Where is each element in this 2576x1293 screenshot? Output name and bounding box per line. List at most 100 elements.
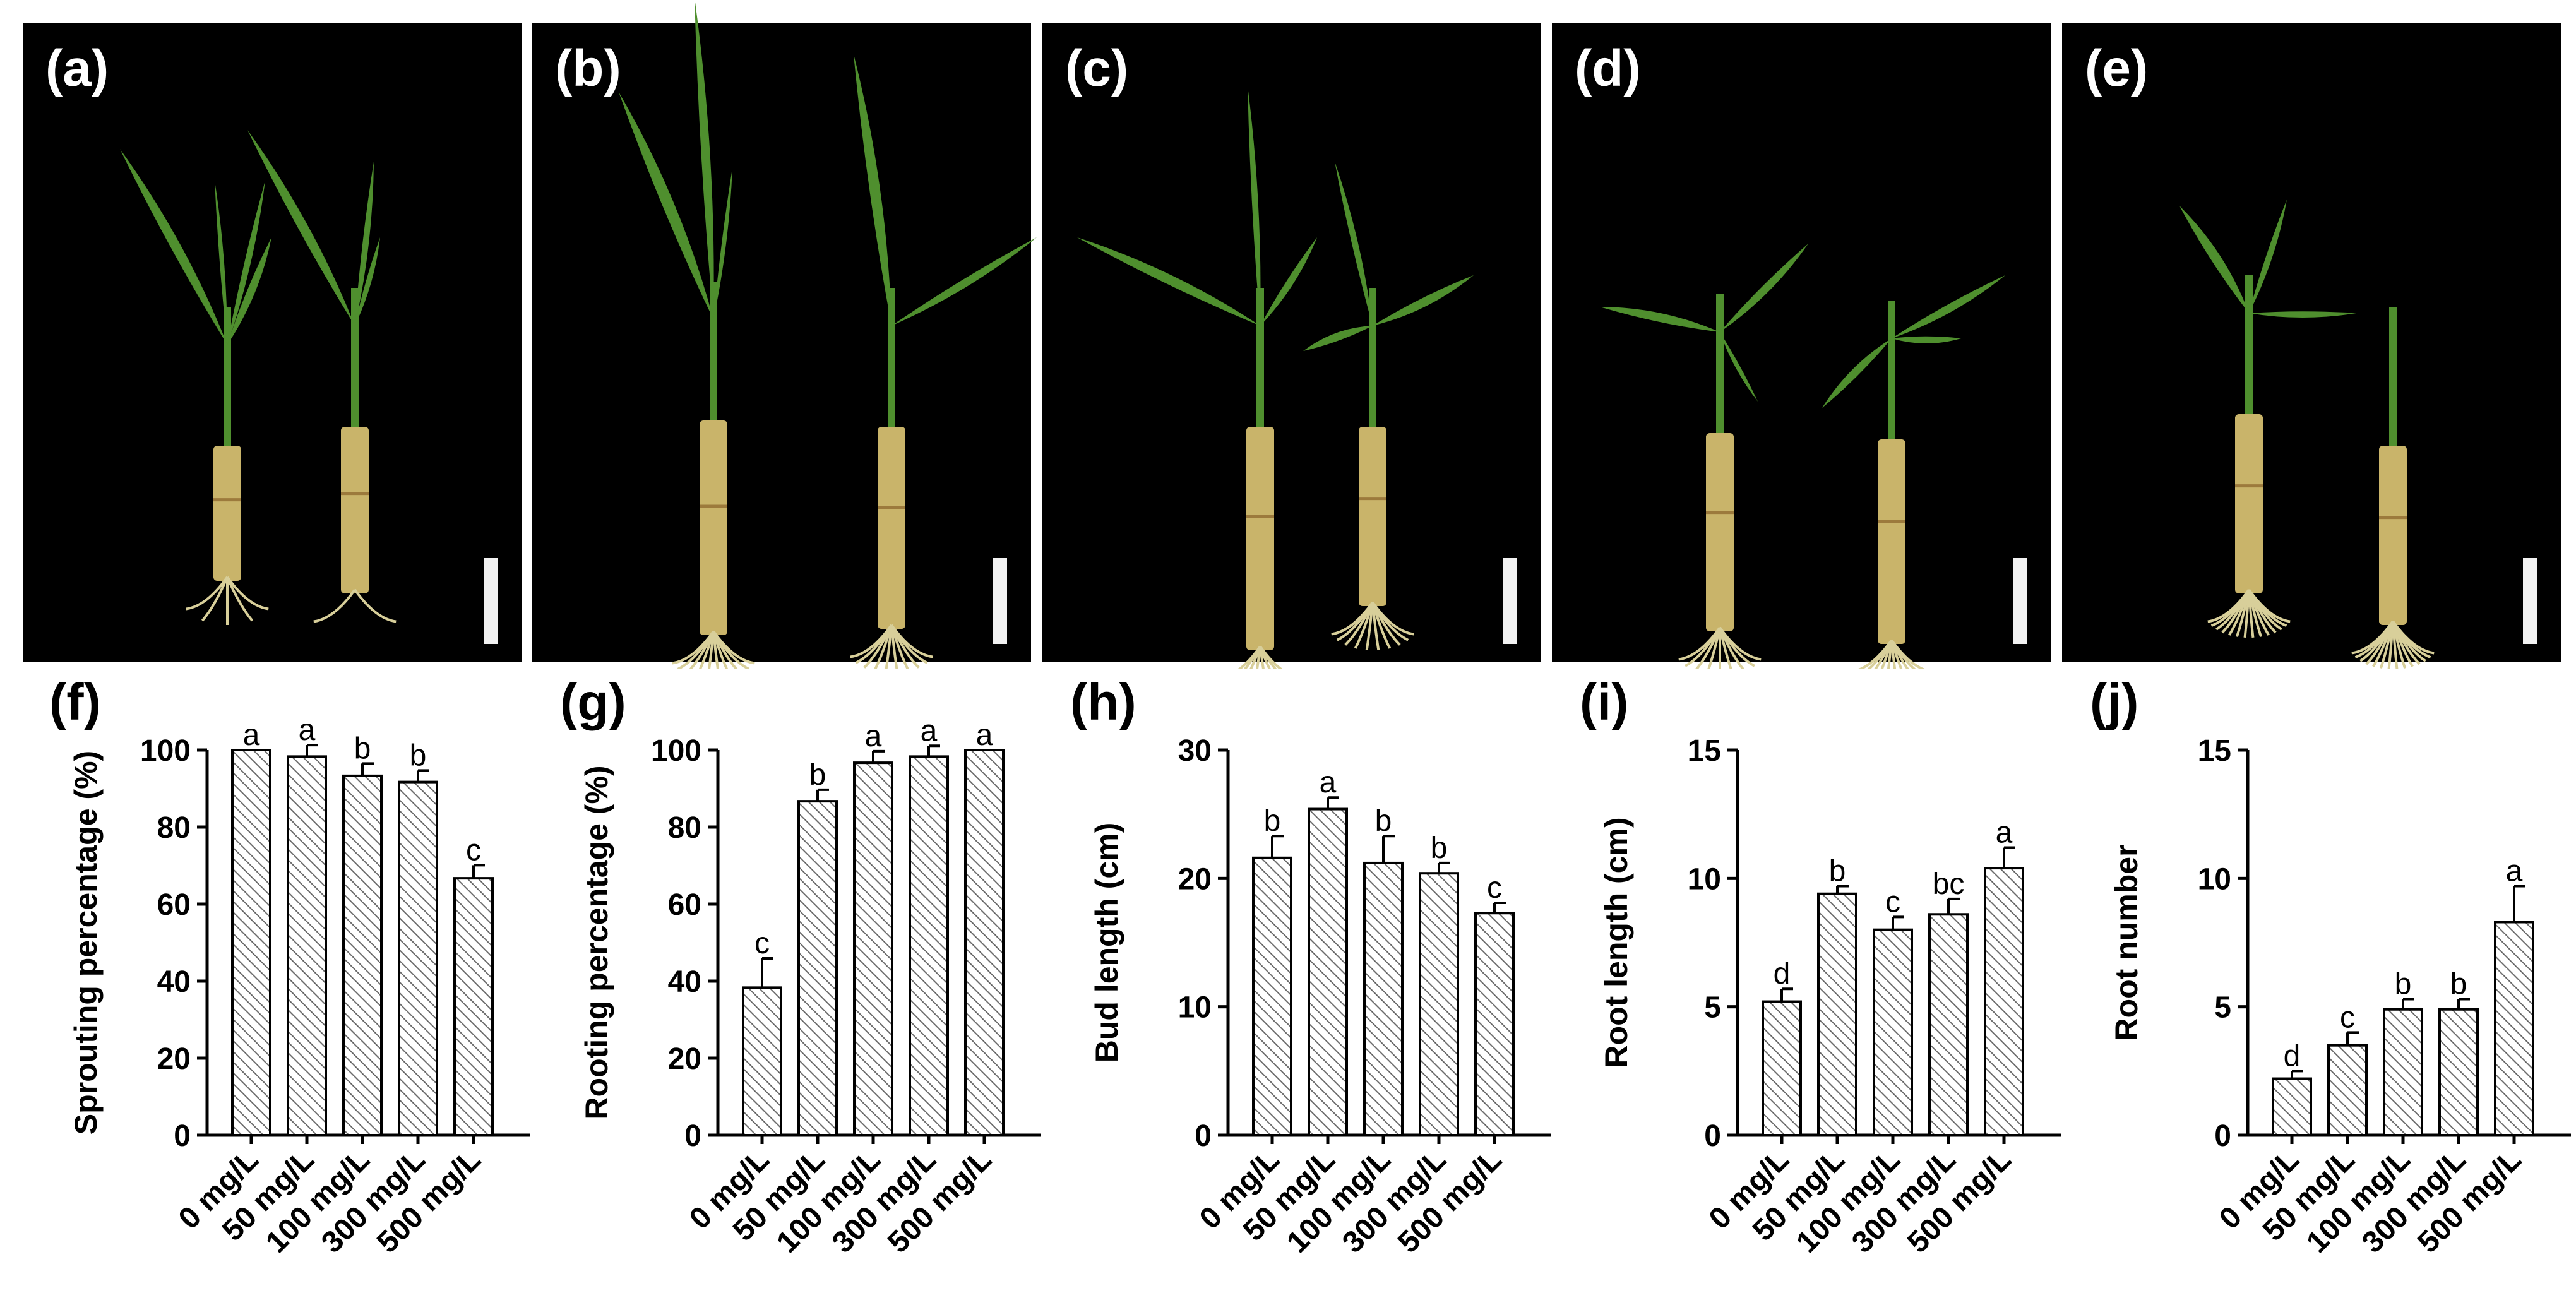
root (1249, 646, 1261, 669)
panel-label: (h) (1070, 674, 1136, 731)
root (226, 576, 269, 611)
scale-bar-icon (993, 558, 1007, 644)
photo-panels: (a) (b) (c) (d) (e) (23, 0, 2561, 669)
bar-2 (342, 774, 383, 1136)
seedling-left (619, 0, 755, 669)
scale-bar-icon (2013, 558, 2027, 644)
y-axis-label: Root number (2109, 844, 2144, 1040)
y-axis-label: Root length (cm) (1599, 817, 1634, 1068)
bar-3 (1928, 913, 1969, 1136)
leaf-1 (1373, 275, 1474, 326)
photo-background (1042, 23, 1541, 662)
significance-letter: b (2395, 967, 2412, 1001)
significance-letter: b (354, 732, 371, 765)
leaf-2 (355, 162, 374, 326)
leaf-1 (1892, 275, 2005, 338)
cane-stalk (213, 446, 241, 581)
y-tick-label: 80 (157, 811, 191, 845)
significance-letter: c (754, 927, 770, 960)
y-tick-label: 20 (668, 1042, 701, 1076)
root (201, 576, 229, 622)
bar-3 (2438, 1008, 2479, 1136)
y-tick-label: 5 (2214, 991, 2231, 1025)
y-axis-label: Sprouting percentage (%) (68, 751, 104, 1135)
significance-letter: b (1829, 855, 1846, 888)
significance-letter: b (1264, 804, 1281, 838)
bar-1 (1817, 892, 1857, 1136)
leaf-0 (619, 92, 713, 319)
photo-panel-c: (c) (1042, 23, 1541, 669)
y-axis-label: Rooting percentage (%) (579, 765, 614, 1119)
significance-letter: a (976, 718, 993, 752)
leaf-0 (1303, 326, 1373, 351)
y-tick-label: 0 (2214, 1119, 2231, 1153)
root (1255, 646, 1261, 669)
significance-letter: d (1774, 957, 1791, 991)
bar-1 (2327, 1044, 2368, 1137)
y-tick-label: 0 (684, 1119, 701, 1153)
y-tick-label: 15 (2198, 734, 2231, 768)
photo-background (2062, 23, 2561, 662)
bar-0 (742, 986, 782, 1136)
leaf-0 (120, 149, 227, 345)
y-tick-label: 60 (668, 888, 701, 922)
significance-letter: d (2284, 1039, 2301, 1073)
panel-label: (b) (555, 40, 621, 97)
panel-label: (g) (560, 674, 626, 731)
root (2392, 620, 2435, 655)
panel-label: (d) (1575, 40, 1641, 97)
seedling-right (1822, 275, 2005, 669)
leaf-0 (247, 130, 355, 326)
significance-letter: a (1996, 816, 2013, 850)
significance-letter: b (1375, 804, 1392, 838)
bar-3 (909, 755, 949, 1136)
leaf-2 (1260, 237, 1317, 326)
seedling-left (2179, 200, 2356, 638)
bar-2 (853, 761, 893, 1136)
y-tick-label: 40 (668, 965, 701, 999)
seedling-right (2351, 307, 2435, 669)
y-tick-label: 60 (157, 888, 191, 922)
seedling-right (1303, 162, 1474, 650)
significance-letter: a (865, 720, 882, 753)
significance-letter: a (2506, 855, 2523, 888)
panel-label: (f) (49, 674, 101, 731)
significance-letter: b (2450, 967, 2467, 1001)
leaf-1 (2249, 200, 2287, 313)
leaf-1 (355, 237, 380, 326)
y-tick-label: 40 (157, 965, 191, 999)
y-tick-label: 10 (1688, 862, 1721, 896)
root (1259, 645, 1284, 669)
y-tick-label: 5 (1704, 991, 1721, 1025)
bar-2 (1363, 861, 1404, 1136)
leaf-0 (1077, 237, 1260, 326)
bar-0 (231, 749, 271, 1136)
root (186, 576, 229, 611)
significance-letter: bc (1933, 867, 1965, 901)
root (1890, 639, 1927, 669)
y-axis-label: Bud length (cm) (1089, 823, 1124, 1063)
y-tick-label: 10 (2198, 862, 2231, 896)
root (712, 630, 755, 665)
photo-panel-a: (a) (23, 23, 522, 662)
seedling-left (120, 149, 271, 625)
y-tick-label: 15 (1688, 734, 1721, 768)
cane-stalk (1359, 427, 1386, 606)
significance-letter: b (809, 758, 826, 792)
significance-letter: c (1885, 885, 1900, 919)
bar-4 (964, 749, 1005, 1136)
leaf-3 (227, 181, 265, 345)
scale-bar-icon (2523, 558, 2537, 644)
y-tick-label: 10 (1178, 991, 1212, 1025)
seedling-right (247, 130, 397, 623)
root (890, 624, 933, 658)
leaf-2 (1720, 332, 1758, 402)
y-tick-label: 0 (174, 1119, 191, 1153)
root (1371, 601, 1414, 636)
y-tick-label: 80 (668, 811, 701, 845)
bar-3 (398, 780, 438, 1136)
